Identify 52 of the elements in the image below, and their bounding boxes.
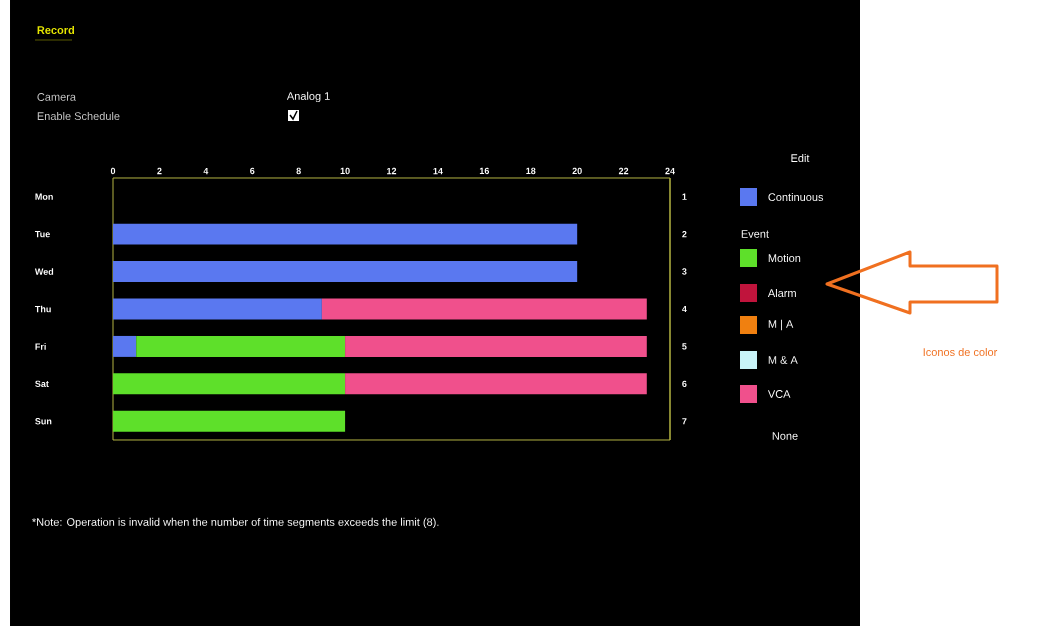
y2-tick-label: 6 (682, 380, 687, 388)
x-tick-label: 4 (203, 167, 209, 175)
legend-label: Continuous (768, 192, 824, 202)
bar (113, 261, 578, 283)
y2-tick-label: 2 (682, 230, 687, 238)
legend-label: Alarm (767, 288, 796, 298)
legend-label: Motion (768, 253, 801, 263)
y2-tick-label: 1 (682, 193, 687, 200)
y2-tick-label: 4 (682, 305, 687, 313)
y2-tick-label: 3 (682, 268, 687, 275)
x-tick-label: 6 (250, 167, 255, 175)
x-tick-label: 20 (572, 167, 582, 175)
x-tick-label: 0 (110, 167, 116, 175)
y-tick-label: Thu (34, 305, 51, 313)
x-tick-label: 18 (526, 167, 536, 175)
bar (113, 223, 578, 245)
legend-label: M | A (768, 319, 794, 331)
text: Event (741, 230, 769, 238)
text: None (772, 432, 798, 440)
x-tick-label: 24 (665, 167, 675, 175)
bar (136, 335, 346, 357)
bar (113, 335, 137, 357)
y-tick-label: Tue (34, 230, 50, 238)
bar (345, 373, 647, 395)
bar (113, 373, 346, 395)
bar (345, 335, 647, 357)
bar (321, 298, 647, 320)
x-tick-label: 14 (433, 167, 443, 175)
x-tick-label: 22 (618, 167, 629, 175)
y-tick-label: Fri (35, 343, 46, 350)
bar (113, 298, 322, 320)
x-tick-label: 12 (387, 167, 397, 175)
text: Edit (791, 153, 810, 163)
text: *Note: Operation is invalid when the number of time segments exceeds the limit (8). (32, 517, 439, 529)
text: Camera (37, 93, 76, 101)
x-tick-label: 2 (157, 167, 162, 175)
x-tick-label: 10 (340, 167, 350, 175)
y-tick-label: Wed (34, 268, 54, 275)
x-tick-label: 16 (479, 167, 490, 175)
legend-label: M & A (768, 356, 798, 364)
y-tick-label: Mon (35, 193, 53, 200)
chart-title: Record (37, 25, 75, 35)
text: Iconos de color (923, 347, 998, 357)
y2-tick-label: 7 (682, 418, 687, 425)
text: Enable Schedule (37, 111, 120, 121)
bar (113, 410, 346, 432)
x-tick-label: 8 (296, 167, 301, 175)
y-tick-label: Sun (35, 418, 52, 425)
text: Analog 1 (286, 91, 330, 103)
y2-tick-label: 5 (682, 343, 687, 350)
y-tick-label: Sat (35, 380, 49, 388)
legend-label: VCA (767, 390, 791, 398)
